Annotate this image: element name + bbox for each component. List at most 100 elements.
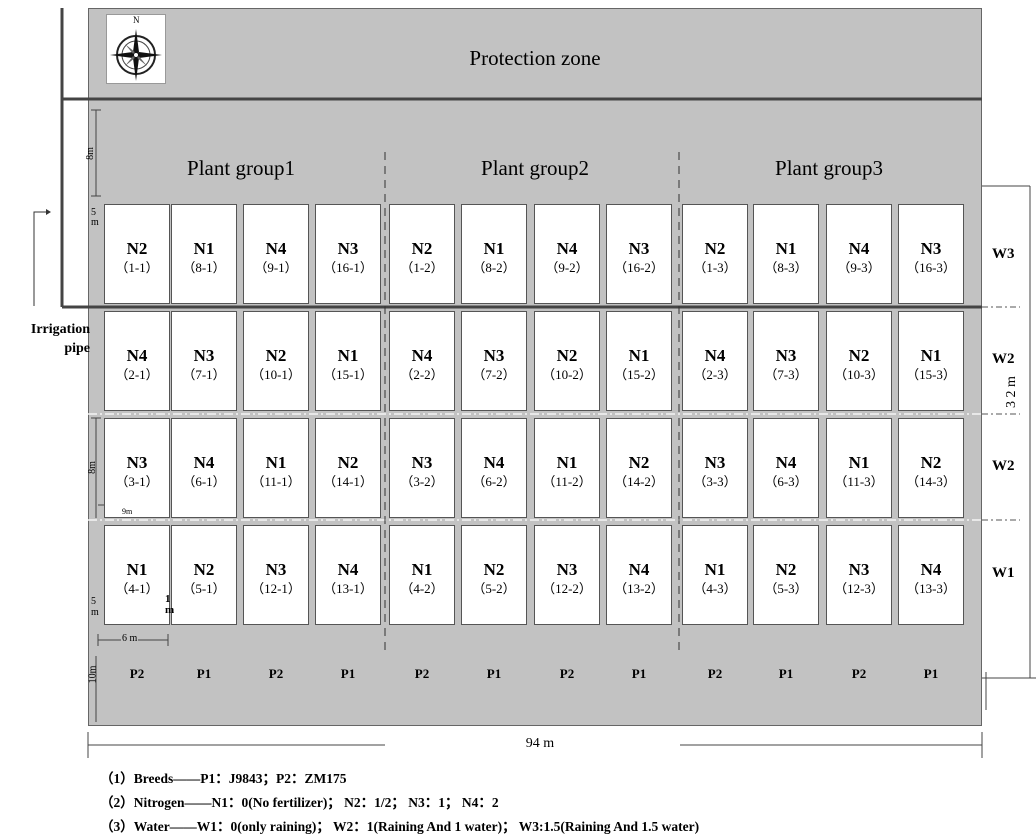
plot-cell: N3 （16-3）	[898, 204, 964, 304]
plot-code-label: （16-1）	[323, 260, 373, 275]
water-label-row-1: W3	[992, 246, 1015, 262]
plot-code-label: （11-1）	[251, 474, 301, 489]
plot-code-label: （15-1）	[323, 367, 373, 382]
compass-north-label: N	[133, 15, 140, 25]
plot-cell: N4 （9-3）	[826, 204, 892, 304]
breed-label: P2	[268, 666, 284, 681]
dim-five-m-upper: 5 m	[91, 207, 99, 228]
plot-code-label: （4-3）	[693, 581, 737, 596]
plot-nitrogen-label: N3	[193, 346, 215, 365]
plot-nitrogen-label: N1	[704, 560, 726, 579]
plot-code-label: （10-3）	[834, 367, 884, 382]
plot-code-label: （3-2）	[400, 474, 444, 489]
plot-cell: N1 （15-1）	[315, 311, 381, 411]
plot-code-label: （13-1）	[323, 581, 373, 596]
plot-cell: N1 （15-2）	[606, 311, 672, 411]
plot-cell: N3 （7-3）	[753, 311, 819, 411]
plot-cell: N4 （6-1）	[171, 418, 237, 518]
plot-code-label: （9-3）	[837, 260, 881, 275]
water-label-row-3: W2	[992, 458, 1015, 474]
plot-nitrogen-label: N4	[411, 346, 433, 365]
breed-label: P1	[196, 666, 212, 681]
plot-code-label: （14-1）	[323, 474, 373, 489]
plot-cell: N2 （14-3）	[898, 418, 964, 518]
plot-code-label: （2-2）	[400, 367, 444, 382]
plot-code-label: （3-3）	[693, 474, 737, 489]
group-title-3: Plant group3	[775, 156, 883, 180]
water-label-row-2: W2	[992, 351, 1015, 367]
plot-nitrogen-label: N4	[265, 239, 287, 258]
plot-code-label: （14-3）	[906, 474, 956, 489]
plot-code-label: （12-3）	[834, 581, 884, 596]
plot-cell: N4 （2-3）	[682, 311, 748, 411]
plot-nitrogen-label: N2	[265, 346, 287, 365]
plot-code-label: （9-1）	[254, 260, 298, 275]
breed-label: P1	[778, 666, 794, 681]
plot-cell: N1 （8-2）	[461, 204, 527, 304]
plot-cell: N4 （2-2）	[389, 311, 455, 411]
plot-code-label: （7-3）	[764, 367, 808, 382]
plot-cell: N3 （12-1）	[243, 525, 309, 625]
compass-icon: N	[106, 14, 166, 84]
plot-code-label: （15-2）	[614, 367, 664, 382]
plot-cell: N3 （16-1）	[315, 204, 381, 304]
plot-cell: N2 （10-3）	[826, 311, 892, 411]
plot-cell: N2 （1-2）	[389, 204, 455, 304]
dim-row-8m: 8m	[86, 461, 98, 474]
plot-nitrogen-label: N2	[628, 453, 650, 472]
plot-nitrogen-label: N1	[483, 239, 505, 258]
plot-nitrogen-label: N3	[775, 346, 797, 365]
plot-nitrogen-label: N1	[265, 453, 287, 472]
plot-nitrogen-label: N2	[193, 560, 215, 579]
plot-nitrogen-label: N1	[848, 453, 870, 472]
plot-code-label: （12-1）	[251, 581, 301, 596]
plot-cell: N4 （2-1）	[104, 311, 170, 411]
water-label-row-4: W1	[992, 565, 1015, 581]
plot-code-label: （2-3）	[693, 367, 737, 382]
breed-label: P2	[414, 666, 430, 681]
plot-code-label: （5-1）	[182, 581, 226, 596]
group-title-2: Plant group2	[481, 156, 589, 180]
plot-nitrogen-label: N1	[628, 346, 650, 365]
breed-label: P1	[486, 666, 502, 681]
plot-nitrogen-label: N1	[556, 453, 578, 472]
plot-nitrogen-label: N4	[337, 560, 359, 579]
plot-code-label: （8-3）	[764, 260, 808, 275]
plot-nitrogen-label: N3	[126, 453, 148, 472]
dim-6m: 6 m	[121, 633, 139, 644]
plot-nitrogen-label: N3	[704, 453, 726, 472]
plot-code-label: （1-3）	[693, 260, 737, 275]
plot-nitrogen-label: N3	[920, 239, 942, 258]
plot-cell: N1 （15-3）	[898, 311, 964, 411]
plot-code-label: （8-1）	[182, 260, 226, 275]
breed-label: P2	[851, 666, 867, 681]
plot-cell: N2 （5-2）	[461, 525, 527, 625]
protection-zone-label: Protection zone	[469, 46, 601, 70]
dim-five-m-lower: 5 m	[91, 596, 99, 618]
plot-nitrogen-label: N4	[483, 453, 505, 472]
plot-cell: N3 （7-1）	[171, 311, 237, 411]
plot-code-label: （7-1）	[182, 367, 226, 382]
plot-cell: N2 （5-1）	[171, 525, 237, 625]
plot-code-label: （16-2）	[614, 260, 664, 275]
plot-cell: N1 （11-3）	[826, 418, 892, 518]
breed-label: P2	[129, 666, 145, 681]
plot-cell: N4 （13-3）	[898, 525, 964, 625]
plot-nitrogen-label: N3	[848, 560, 870, 579]
plot-nitrogen-label: N4	[704, 346, 726, 365]
plot-nitrogen-label: N2	[704, 239, 726, 258]
plot-cell: N3 （12-2）	[534, 525, 600, 625]
plot-nitrogen-label: N4	[775, 453, 797, 472]
plot-cell: N1 （8-1）	[171, 204, 237, 304]
plot-code-label: （5-2）	[472, 581, 516, 596]
plot-code-label: （5-3）	[764, 581, 808, 596]
dim-9m: 9m	[122, 507, 133, 516]
plot-nitrogen-label: N3	[483, 346, 505, 365]
plot-cell: N2 （1-1）	[104, 204, 170, 304]
plot-code-label: （16-3）	[906, 260, 956, 275]
plot-cell: N2 （14-1）	[315, 418, 381, 518]
plot-code-label: （2-1）	[115, 367, 159, 382]
plot-cell: N3 （16-2）	[606, 204, 672, 304]
plot-nitrogen-label: N2	[775, 560, 797, 579]
plot-nitrogen-label: N3	[337, 239, 359, 258]
